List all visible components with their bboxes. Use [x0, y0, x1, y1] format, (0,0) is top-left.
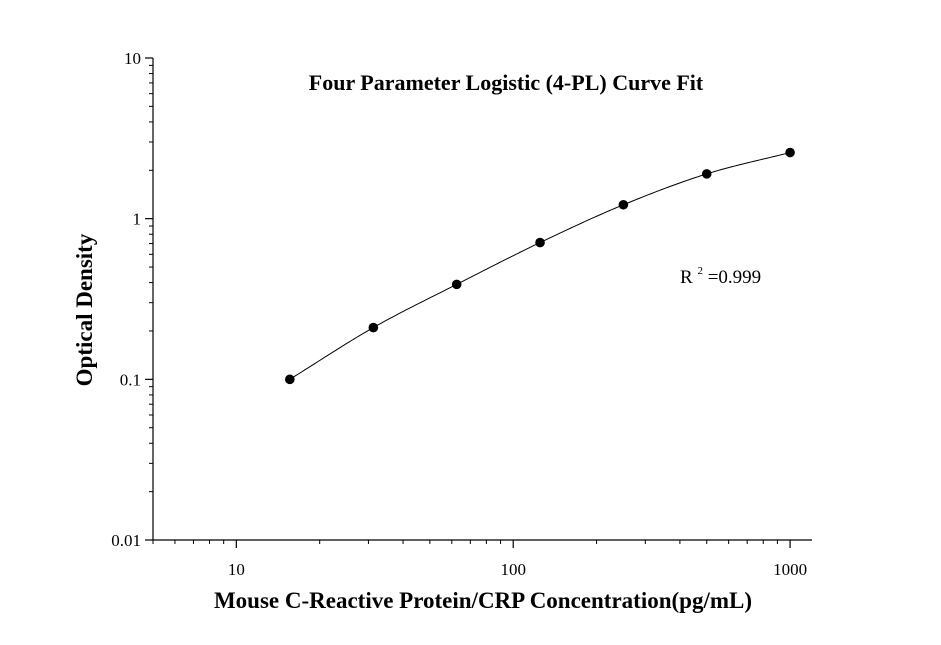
data-point: [535, 237, 545, 248]
data-point: [368, 322, 379, 333]
fit-curve: [289, 152, 791, 380]
data-point: [618, 199, 629, 210]
data-points: [285, 147, 795, 385]
x-tick-label: 10: [228, 560, 245, 579]
x-tick-label: 1000: [773, 560, 807, 579]
data-point: [451, 279, 462, 290]
y-tick-label: 0.1: [120, 370, 141, 389]
y-axis-title: Optical Density: [72, 233, 97, 386]
chart-title: Four Parameter Logistic (4-PL) Curve Fit: [309, 70, 704, 95]
plot-area: [152, 58, 812, 541]
r-squared-base: R: [680, 267, 693, 288]
data-point: [701, 169, 712, 179]
y-tick-label: 1: [133, 210, 142, 229]
r-squared-value: =0.999: [708, 267, 761, 288]
x-axis-title: Mouse C-Reactive Protein/CRP Concentrati…: [214, 588, 752, 613]
x-tick-label: 100: [500, 560, 526, 579]
y-tick-label: 10: [124, 49, 141, 68]
r-squared-superscript: 2: [697, 265, 703, 277]
data-point: [785, 147, 795, 158]
x-axis-ticks: 10 100 1000: [152, 540, 807, 579]
y-axis-ticks: 0.01 0.1 1 10: [111, 49, 153, 550]
data-point: [285, 374, 295, 385]
y-tick-label: 0.01: [111, 531, 141, 550]
r-squared-annotation: R 2 =0.999: [680, 258, 761, 288]
